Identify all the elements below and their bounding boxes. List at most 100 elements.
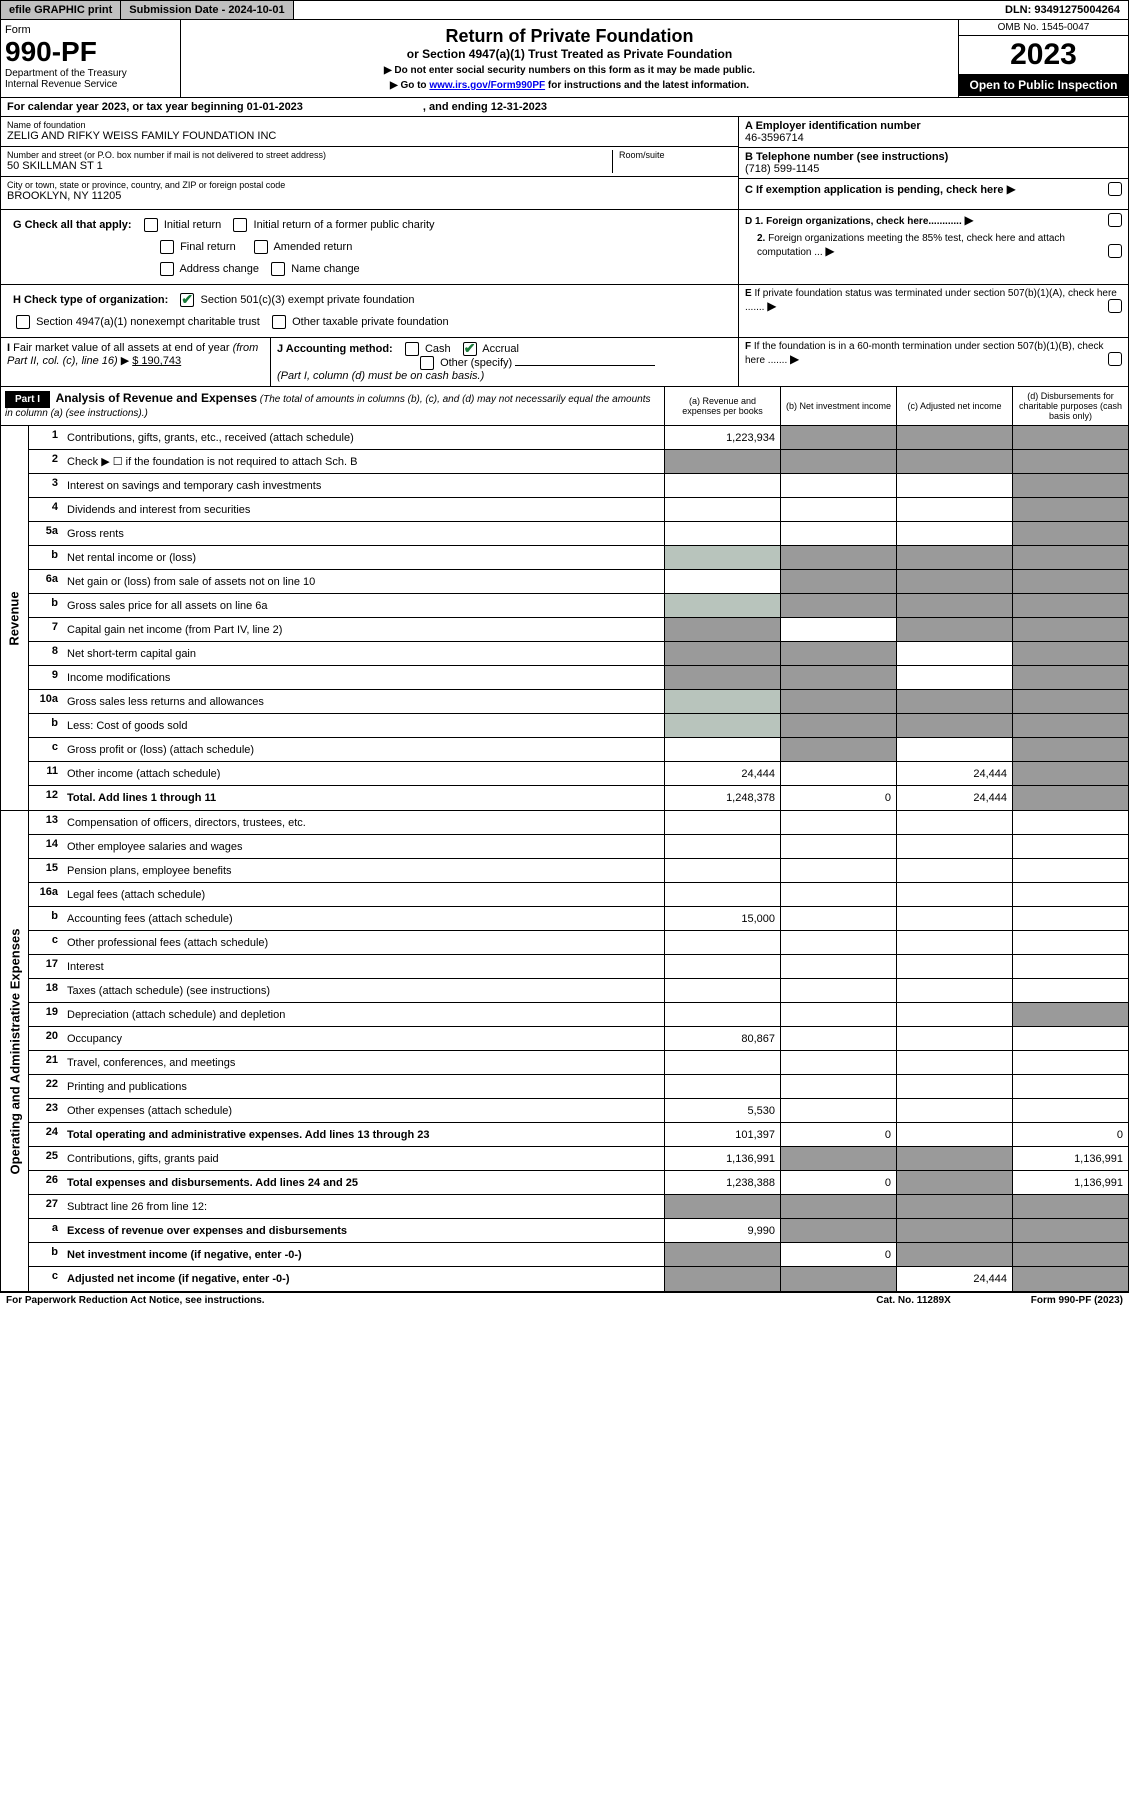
- cell-a: 1,238,388: [664, 1171, 780, 1194]
- cell-c: [896, 1123, 1012, 1146]
- rownum: 10a: [29, 690, 63, 713]
- rowlbl: Capital gain net income (from Part IV, l…: [63, 618, 664, 641]
- rowlbl: Contributions, gifts, grants, etc., rece…: [63, 426, 664, 449]
- line-l15: 15Pension plans, employee benefits: [29, 859, 1128, 883]
- rownum: 20: [29, 1027, 63, 1050]
- cell-b: [780, 859, 896, 882]
- cell-b: [780, 426, 896, 449]
- city-lbl: City or town, state or province, country…: [7, 180, 732, 190]
- irs-link[interactable]: www.irs.gov/Form990PF: [429, 80, 545, 91]
- tax-year: 2023: [959, 36, 1128, 74]
- line-l9: 9Income modifications: [29, 666, 1128, 690]
- cell-c: [896, 931, 1012, 954]
- cell-c: [896, 1075, 1012, 1098]
- cal-begin: For calendar year 2023, or tax year begi…: [7, 101, 303, 113]
- cell-a: [664, 714, 780, 737]
- ck-addr[interactable]: [160, 262, 174, 276]
- g-initial: Initial return: [164, 219, 221, 231]
- rowlbl: Subtract line 26 from line 12:: [63, 1195, 664, 1218]
- cell-a: [664, 618, 780, 641]
- rowlbl: Adjusted net income (if negative, enter …: [63, 1267, 664, 1291]
- rowlbl: Contributions, gifts, grants paid: [63, 1147, 664, 1170]
- cell-d: [1012, 714, 1128, 737]
- instr-2: ▶ Go to www.irs.gov/Form990PF for instru…: [187, 80, 952, 91]
- line-l6a: 6aNet gain or (loss) from sale of assets…: [29, 570, 1128, 594]
- rowlbl: Other professional fees (attach schedule…: [63, 931, 664, 954]
- line-l16a: 16aLegal fees (attach schedule): [29, 883, 1128, 907]
- ck-initial-former[interactable]: [233, 218, 247, 232]
- cell-a: [664, 955, 780, 978]
- rownum: 15: [29, 859, 63, 882]
- cell-a: [664, 666, 780, 689]
- ck-initial[interactable]: [144, 218, 158, 232]
- form-header: Form 990-PF Department of the Treasury I…: [0, 20, 1129, 98]
- ck-accrual[interactable]: [463, 342, 477, 356]
- col-b: (b) Net investment income: [780, 387, 896, 425]
- cell-d: [1012, 1027, 1128, 1050]
- cell-d: [1012, 1195, 1128, 1218]
- omb: OMB No. 1545-0047: [959, 20, 1128, 36]
- cell-d: [1012, 618, 1128, 641]
- part1-header: Part I Analysis of Revenue and Expenses …: [0, 387, 1129, 426]
- h-lbl: H Check type of organization:: [13, 294, 168, 306]
- cell-c: [896, 738, 1012, 761]
- rowlbl: Travel, conferences, and meetings: [63, 1051, 664, 1074]
- cell-b: [780, 570, 896, 593]
- ck-501c3[interactable]: [180, 293, 194, 307]
- rownum: 12: [29, 786, 63, 810]
- f-check[interactable]: [1108, 352, 1122, 366]
- cell-d: [1012, 955, 1128, 978]
- cell-a: 5,530: [664, 1099, 780, 1122]
- cell-d: [1012, 1267, 1128, 1291]
- d2-check[interactable]: [1108, 244, 1122, 258]
- e-check[interactable]: [1108, 299, 1122, 313]
- ck-name[interactable]: [271, 262, 285, 276]
- line-l10a: 10aGross sales less returns and allowanc…: [29, 690, 1128, 714]
- cell-c: [896, 1195, 1012, 1218]
- ck-cash[interactable]: [405, 342, 419, 356]
- rowlbl: Net short-term capital gain: [63, 642, 664, 665]
- cell-c: [896, 1219, 1012, 1242]
- line-l1: 1Contributions, gifts, grants, etc., rec…: [29, 426, 1128, 450]
- footer: For Paperwork Reduction Act Notice, see …: [0, 1292, 1129, 1308]
- rownum: 21: [29, 1051, 63, 1074]
- cell-c: [896, 570, 1012, 593]
- cell-b: [780, 474, 896, 497]
- ck-other-tax[interactable]: [272, 315, 286, 329]
- j-accrual: Accrual: [482, 343, 519, 355]
- g-lbl: G Check all that apply:: [13, 219, 132, 231]
- cell-d: [1012, 1099, 1128, 1122]
- cell-d: [1012, 1003, 1128, 1026]
- cell-b: 0: [780, 1123, 896, 1146]
- cell-a: [664, 546, 780, 569]
- rowlbl: Occupancy: [63, 1027, 664, 1050]
- ck-final[interactable]: [160, 240, 174, 254]
- cell-a: [664, 1195, 780, 1218]
- cell-d: [1012, 786, 1128, 810]
- rownum: 9: [29, 666, 63, 689]
- ck-4947[interactable]: [16, 315, 30, 329]
- efile-label[interactable]: efile GRAPHIC print: [1, 1, 121, 19]
- cell-c: [896, 474, 1012, 497]
- rownum: 25: [29, 1147, 63, 1170]
- ck-other-acct[interactable]: [420, 356, 434, 370]
- cell-d: [1012, 450, 1128, 473]
- cell-a: [664, 642, 780, 665]
- g-final: Final return: [180, 241, 236, 253]
- top-bar: efile GRAPHIC print Submission Date - 20…: [0, 0, 1129, 20]
- cell-d: [1012, 931, 1128, 954]
- cell-b: [780, 498, 896, 521]
- cell-a: [664, 883, 780, 906]
- col-d: (d) Disbursements for charitable purpose…: [1012, 387, 1128, 425]
- cell-a: [664, 1075, 780, 1098]
- rowlbl: Excess of revenue over expenses and disb…: [63, 1219, 664, 1242]
- rownum: b: [29, 1243, 63, 1266]
- instr-1: ▶ Do not enter social security numbers o…: [187, 65, 952, 76]
- rowlbl: Net investment income (if negative, ente…: [63, 1243, 664, 1266]
- cell-d: [1012, 570, 1128, 593]
- ck-amended[interactable]: [254, 240, 268, 254]
- c-check[interactable]: [1108, 182, 1122, 196]
- cell-a: [664, 859, 780, 882]
- d1-check[interactable]: [1108, 213, 1122, 227]
- cell-b: [780, 979, 896, 1002]
